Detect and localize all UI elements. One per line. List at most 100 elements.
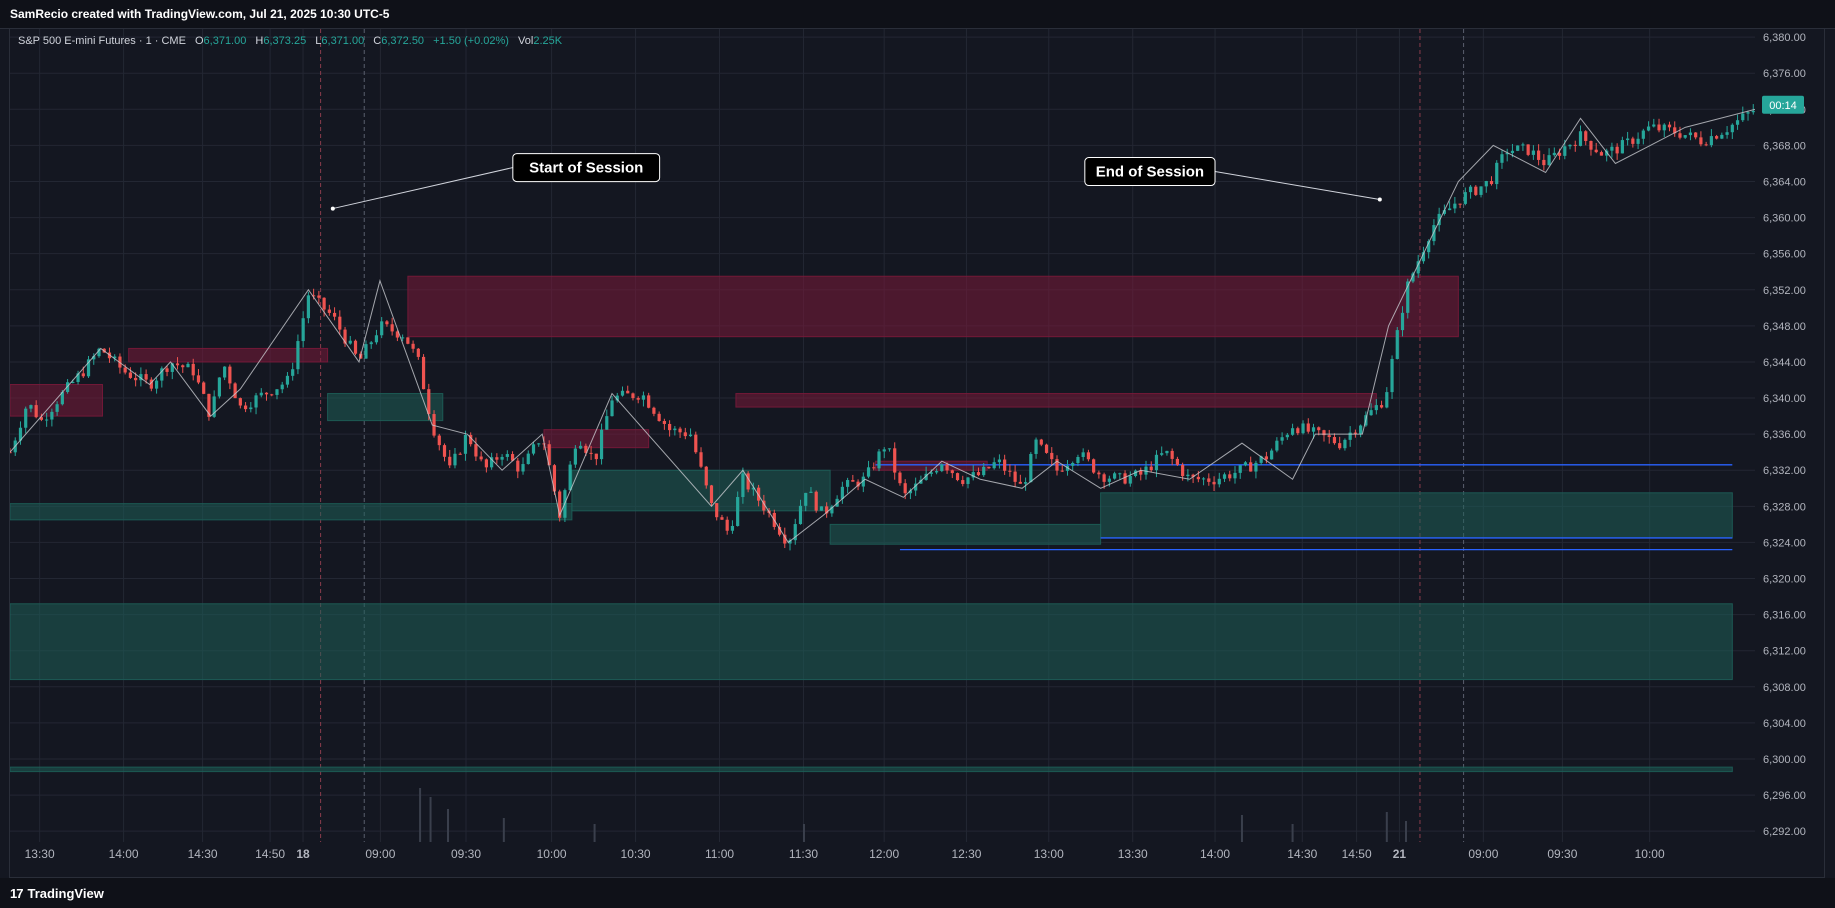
time-tick-label: 13:30	[25, 847, 55, 861]
candle-body	[1557, 152, 1562, 156]
candle-body	[1578, 131, 1583, 146]
candle-body	[893, 448, 897, 473]
candle-body	[1406, 281, 1410, 313]
candle-body	[992, 462, 996, 469]
candle-body	[1416, 261, 1420, 274]
time-tick-label: 09:00	[1468, 847, 1498, 861]
price-tick-label: 6,380.00	[1763, 32, 1806, 44]
price-tick-label: 6,364.00	[1763, 176, 1806, 188]
callout-box	[1084, 157, 1216, 187]
candle-body	[1589, 140, 1593, 150]
price-tick-label: 6,300.00	[1763, 754, 1806, 766]
candle-body	[1060, 470, 1064, 472]
time-tick-label: 18	[296, 847, 310, 861]
candle-body	[961, 480, 965, 484]
candle-body	[1071, 462, 1075, 466]
candle-body	[217, 377, 221, 397]
candle-body	[390, 324, 394, 332]
demand-zone	[1100, 492, 1733, 539]
candle-body	[1118, 473, 1122, 475]
candle-body	[725, 519, 729, 531]
candle-body	[411, 343, 415, 349]
candle-body	[919, 479, 923, 484]
candle-body	[1081, 452, 1085, 457]
candle-body	[1688, 132, 1693, 136]
callout-anchor	[330, 206, 335, 211]
time-tick-label: 14:50	[255, 847, 285, 861]
candle-body	[1201, 478, 1206, 480]
demand-zone	[10, 603, 1733, 681]
candle-body	[474, 444, 478, 457]
candle-body	[1327, 435, 1331, 438]
callout-box	[512, 153, 661, 183]
candle-body	[552, 465, 557, 492]
candle-body	[914, 483, 918, 491]
candle-body	[1097, 472, 1101, 475]
candle-body	[521, 464, 525, 472]
candle-body	[636, 398, 640, 400]
candle-body	[537, 443, 541, 445]
candle-body	[92, 356, 96, 360]
candle-body	[531, 444, 536, 454]
time-tick-label: 12:30	[951, 847, 981, 861]
candle-body	[673, 428, 677, 431]
candle-body	[343, 329, 347, 344]
candle-body	[1296, 428, 1300, 434]
candle-body	[113, 356, 117, 359]
candle-body	[1683, 135, 1687, 138]
candle-body	[971, 472, 975, 478]
time-tick-label: 21	[1393, 847, 1407, 861]
close-label: C	[373, 35, 382, 47]
candle-body	[1123, 473, 1127, 484]
price-tick-label: 6,376.00	[1763, 68, 1806, 80]
candle-body	[966, 477, 970, 484]
candle-body	[18, 427, 23, 441]
candle-body	[1170, 450, 1174, 459]
candle-body	[1531, 150, 1535, 155]
candle-body	[1217, 478, 1221, 485]
time-tick-label: 10:00	[1635, 847, 1665, 861]
candle-body	[526, 453, 530, 465]
candle-body	[29, 405, 33, 409]
candle-body	[1751, 110, 1755, 113]
symbol-name[interactable]: S&P 500 E-mini Futures · 1 · CME	[18, 35, 186, 47]
candle-body	[170, 363, 174, 372]
candle-body	[872, 467, 876, 469]
plot-area	[10, 29, 1755, 842]
candle-body	[1479, 186, 1483, 195]
candle-body	[1222, 474, 1227, 479]
candle-body	[641, 395, 646, 400]
candle-body	[1516, 145, 1520, 151]
candle-body	[385, 321, 389, 325]
candle-body	[877, 451, 881, 469]
candlestick-chart[interactable]: 6,380.006,376.006,372.006,368.006,364.00…	[0, 0, 1835, 878]
candle-body	[160, 368, 164, 381]
candle-body	[798, 505, 803, 525]
candle-body	[657, 413, 661, 421]
candle-body	[1605, 150, 1609, 156]
candle-body	[819, 506, 824, 511]
candle-body	[1023, 482, 1028, 484]
candle-body	[10, 452, 12, 454]
tradingview-brand[interactable]: 17 TradingView	[10, 886, 104, 901]
candle-body	[783, 534, 787, 544]
candle-body	[955, 473, 960, 481]
candle-body	[490, 457, 494, 468]
candle-body	[395, 331, 399, 338]
volume-label: Vol	[518, 35, 534, 47]
candle-body	[1018, 481, 1022, 484]
candle-body	[1463, 192, 1467, 204]
candle-body	[1573, 144, 1577, 146]
candle-body	[589, 452, 593, 454]
candle-body	[186, 363, 190, 368]
candle-body	[1160, 453, 1164, 455]
candle-body	[353, 340, 358, 354]
candle-body	[1374, 405, 1378, 411]
candle-body	[1568, 144, 1572, 147]
candle-body	[1013, 471, 1017, 482]
time-tick-label: 11:30	[789, 847, 818, 861]
candle-body	[1301, 423, 1305, 434]
candle-body	[736, 497, 740, 526]
candle-body	[652, 407, 656, 414]
candle-body	[154, 380, 159, 389]
